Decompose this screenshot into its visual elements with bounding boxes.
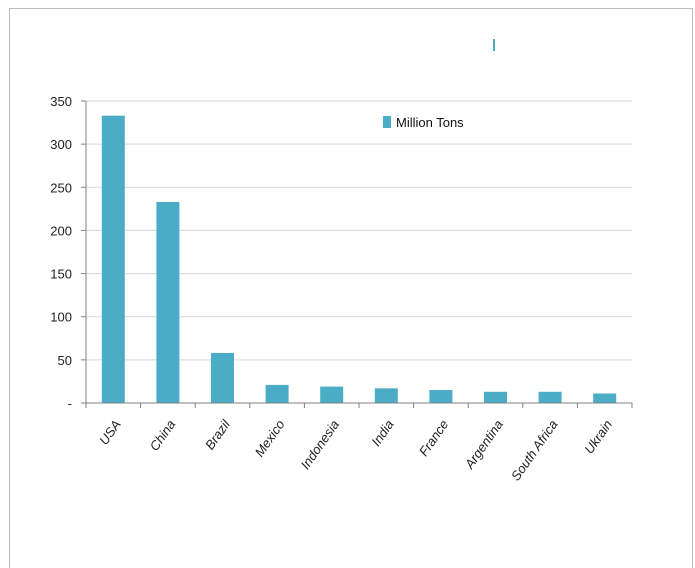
bar-france	[429, 390, 453, 403]
bar-indonesia	[320, 386, 344, 403]
y-tick-label: 50	[58, 353, 72, 368]
legend-label: Million Tons	[396, 115, 464, 130]
bar-brazil	[211, 352, 234, 403]
x-tick-label: South Africa	[508, 417, 561, 483]
bar-south-africa	[538, 391, 562, 403]
y-tick-label: 350	[50, 94, 72, 109]
x-tick-label: Mexico	[252, 417, 288, 459]
bar-mexico	[265, 384, 289, 403]
y-tick-label: 300	[50, 137, 72, 152]
y-tick-label: 250	[50, 180, 72, 195]
x-tick-label: Argentina	[461, 417, 506, 472]
x-tick-label: Indonesia	[298, 417, 343, 472]
bar-ukrain	[593, 393, 617, 403]
x-axis-tick-labels: USA China Brazil Mexico Indonesia India France…	[96, 416, 615, 483]
x-tick-label: Brazil	[202, 416, 234, 452]
x-tick-label: China	[147, 417, 179, 453]
y-tick-label: 200	[50, 223, 72, 238]
y-tick-label: 100	[50, 310, 72, 325]
bars	[101, 115, 617, 403]
x-tick-label: Ukrain	[581, 417, 615, 456]
legend: Million Tons	[383, 115, 464, 130]
bar-india	[374, 388, 398, 403]
bar-usa	[101, 115, 125, 403]
bar-argentina	[484, 391, 507, 403]
y-tick-label: 150	[50, 267, 72, 282]
axes	[81, 100, 633, 408]
y-tick-label: -	[68, 396, 72, 411]
x-tick-label: France	[416, 417, 451, 459]
stray-mark	[493, 39, 495, 51]
x-tick-label: India	[368, 417, 396, 449]
x-tick-label: USA	[96, 417, 124, 448]
legend-swatch	[383, 116, 391, 128]
bar-china	[156, 201, 180, 403]
y-axis-tick-labels: - 50 100 150 200 250 300 350	[50, 94, 72, 411]
